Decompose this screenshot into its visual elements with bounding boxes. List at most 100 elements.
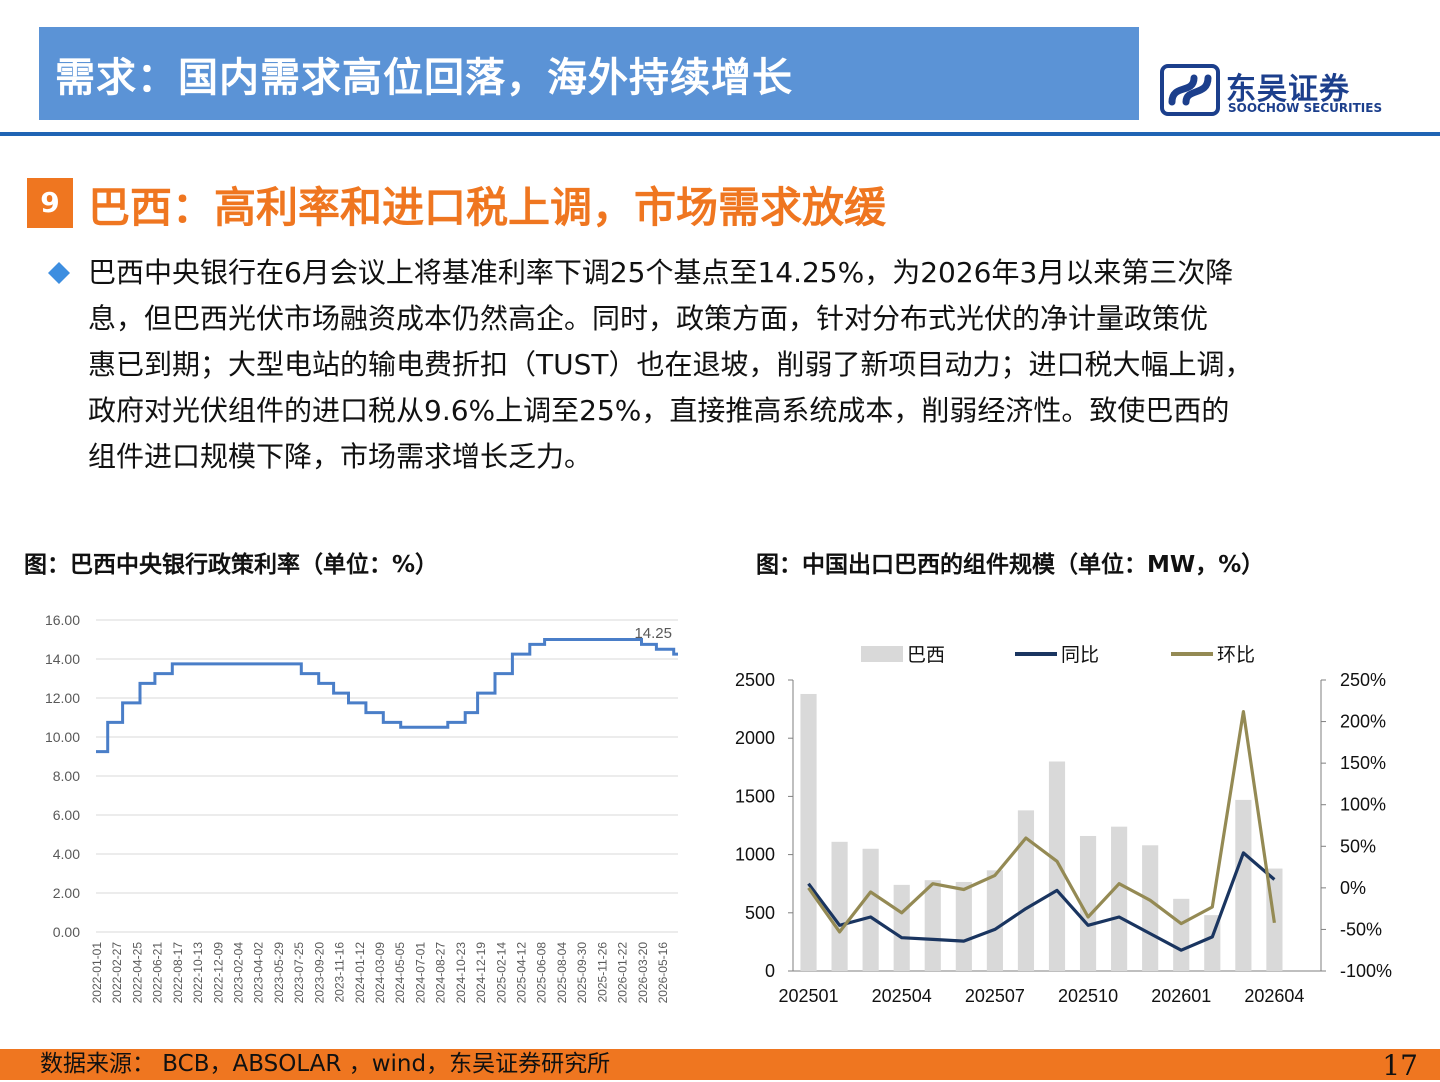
- x-tick-label: 202601: [1151, 986, 1211, 1006]
- paragraph-line: 政府对光伏组件的进口税从9.6%上调至25%，直接推高系统成本，削弱经济性。致使…: [88, 394, 1230, 427]
- policy-rate-chart: 0.00 2.00 4.00 6.00 8.00 10.00 12.00 14.00 16.00…: [45, 612, 678, 1004]
- y-tick-label: 12.00: [45, 690, 80, 706]
- y-right-tick-label: 150%: [1340, 753, 1386, 773]
- x-tick-label: 2024-12-19: [474, 942, 488, 1004]
- x-tick-label: 2024-07-01: [413, 942, 427, 1004]
- x-tick-label: 2024-03-09: [373, 942, 387, 1004]
- legend-label: 环比: [1217, 644, 1255, 666]
- paragraph-line: 巴西中央银行在6月会议上将基准利率下调25个基点至14.25%，为2026年3月…: [88, 256, 1234, 289]
- x-tick-label: 2026-03-20: [636, 942, 650, 1004]
- y-tick-label: 10.00: [45, 729, 80, 745]
- x-tick-label: 2025-08-04: [555, 942, 569, 1004]
- mom-line: [807, 710, 1276, 934]
- body-paragraph: 巴西中央银行在6月会议上将基准利率下调25个基点至14.25%，为2026年3月…: [88, 250, 1408, 480]
- y-left-tick-label: 2000: [735, 728, 775, 748]
- legend-label: 同比: [1061, 644, 1099, 666]
- y-tick-label: 6.00: [53, 807, 80, 823]
- paragraph-line: 惠已到期；大型电站的输电费折扣（TUST）也在退坡，削弱了新项目动力；进口税大幅…: [88, 348, 1253, 381]
- diamond-bullet-icon: [48, 262, 70, 284]
- bar: [1111, 826, 1128, 971]
- bar: [862, 848, 879, 971]
- bar: [831, 841, 848, 971]
- x-tick-label: 202504: [872, 986, 932, 1006]
- x-tick-label: 2022-10-13: [191, 942, 205, 1004]
- y-tick-label: 2.00: [53, 885, 80, 901]
- x-tick-label: 2025-06-08: [535, 942, 549, 1004]
- x-tick-label: 2022-01-01: [90, 942, 104, 1004]
- x-tick-label: 2023-09-20: [312, 942, 326, 1004]
- y-tick-label: 16.00: [45, 612, 80, 628]
- x-tick-label: 2023-04-02: [252, 942, 266, 1004]
- y-left-tick-label: 500: [745, 903, 775, 923]
- bar: [1079, 835, 1097, 971]
- y-tick-label: 8.00: [53, 768, 80, 784]
- y-right-tick-label: 0%: [1340, 878, 1366, 898]
- x-tick-label: 2023-02-04: [232, 942, 246, 1004]
- x-tick-label: 2024-01-12: [353, 942, 367, 1004]
- company-logo: 东吴证券 SOOCHOW SECURITIES: [1160, 62, 1400, 118]
- y-tick-label: 14.00: [45, 651, 80, 667]
- soochow-logo-icon: [1160, 64, 1220, 116]
- x-tick-label: 2025-02-14: [494, 942, 508, 1004]
- x-tick-label: 2022-04-25: [130, 942, 144, 1004]
- x-tick-label: 2022-12-09: [211, 942, 225, 1004]
- x-tick-label: 202510: [1058, 986, 1118, 1006]
- footer-bar: 数据来源： BCB，ABSOLAR ，wind，东吴证券研究所: [0, 1049, 1440, 1080]
- header-bar: 需求：国内需求高位回落，海外持续增长: [39, 27, 1139, 120]
- yoy-line: [807, 851, 1276, 952]
- y-right-tick-label: 100%: [1340, 795, 1386, 815]
- y-left-tick-label: 1500: [735, 786, 775, 806]
- bar: [1173, 898, 1190, 971]
- y-right-tick-label: 250%: [1340, 670, 1386, 690]
- legend-swatch: [861, 646, 903, 662]
- y-tick-label: 4.00: [53, 846, 80, 862]
- bar: [955, 881, 972, 971]
- x-tick-label: 202507: [965, 986, 1025, 1006]
- logo-text-cn: 东吴证券: [1226, 72, 1350, 107]
- section-title: 巴西：高利率和进口税上调，市场需求放缓: [88, 183, 887, 232]
- bar: [800, 693, 817, 971]
- bar: [1142, 845, 1159, 971]
- header-divider: [0, 132, 1440, 136]
- y-left-tick-label: 2500: [735, 670, 775, 690]
- bar: [986, 870, 1003, 971]
- left-chart-title: 图：巴西中央银行政策利率（单位：%）: [24, 552, 439, 578]
- right-chart-title: 图：中国出口巴西的组件规模（单位：MW，%）: [756, 552, 1265, 578]
- x-tick-label: 2025-04-12: [515, 942, 529, 1004]
- bar: [893, 884, 910, 971]
- y-tick-label: 0.00: [53, 924, 80, 940]
- policy-rate-line: [96, 638, 678, 754]
- x-tick-label: 2026-05-16: [656, 942, 670, 1004]
- y-right-tick-label: -50%: [1340, 919, 1382, 939]
- module-export-chart: 0 500 1000 1500 2000 2500 -100% -50% 0% 50% 100% 15…: [735, 644, 1392, 1006]
- x-tick-label: 202501: [778, 986, 838, 1006]
- x-tick-label: 2025-11-26: [595, 942, 609, 1003]
- x-tick-label: 2026-01-22: [616, 942, 630, 1004]
- y-left-tick-label: 0: [765, 961, 775, 981]
- section-number-badge: 9: [27, 178, 73, 228]
- x-tick-label: 2022-02-27: [110, 942, 124, 1004]
- x-tick-label: 2023-07-25: [292, 942, 306, 1004]
- x-tick-label: 2024-05-05: [393, 942, 407, 1004]
- paragraph-line: 息，但巴西光伏市场融资成本仍然高企。同时，政策方面，针对分布式光伏的净计量政策优: [88, 302, 1209, 335]
- x-tick-label: 2022-08-17: [171, 942, 185, 1004]
- data-source: 数据来源： BCB，ABSOLAR ，wind，东吴证券研究所: [40, 1051, 611, 1077]
- x-tick-label: 2024-10-23: [454, 942, 468, 1004]
- page-title: 需求：国内需求高位回落，海外持续增长: [55, 55, 793, 101]
- x-tick-label: 2023-05-29: [272, 942, 286, 1004]
- legend-label: 巴西: [907, 644, 945, 666]
- bar: [1048, 761, 1066, 971]
- data-label: 14.25: [634, 625, 672, 642]
- x-tick-label: 202604: [1244, 986, 1304, 1006]
- bar: [1235, 799, 1252, 971]
- x-tick-label: 2023-11-16: [333, 942, 347, 1003]
- x-tick-label: 2024-08-27: [434, 942, 448, 1004]
- bar: [1017, 810, 1035, 971]
- paragraph-line: 组件进口规模下降，市场需求增长乏力。: [88, 440, 593, 473]
- y-left-tick-label: 1000: [735, 845, 775, 865]
- x-tick-label: 2025-09-30: [575, 942, 589, 1004]
- bar: [924, 880, 941, 971]
- y-right-tick-label: 200%: [1340, 712, 1386, 732]
- y-right-tick-label: 50%: [1340, 836, 1376, 856]
- x-tick-label: 2022-06-21: [151, 942, 165, 1004]
